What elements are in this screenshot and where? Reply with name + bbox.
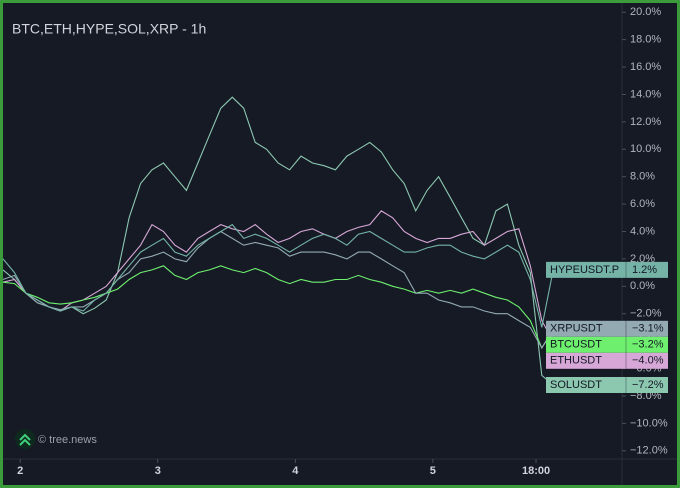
y-tick-label: 2.0% [630,253,655,265]
series-name: ETHUSDT [550,355,602,367]
y-tick-label: 10.0% [630,143,661,155]
end-label-box [546,352,668,369]
end-label-box [546,336,668,353]
series-name: SOLUSDT [550,379,602,391]
series-line [2,265,554,350]
end-label-box [546,261,668,278]
series-name: HYPEUSDT.P [550,264,619,276]
y-tick-label: 16.0% [630,61,661,73]
y-tick-label: 0.0% [630,280,655,292]
x-tick-label: 4 [292,465,299,477]
end-value-label: −3.1% [632,323,664,335]
y-tick-label: −12.0% [630,445,668,457]
logo [15,429,35,449]
y-tick-label: −10.0% [630,417,668,429]
chart-title: BTC,ETH,HYPE,SOL,XRP - 1h [12,21,206,37]
end-value-label: −7.2% [632,379,664,391]
series-name: BTCUSDT [550,339,602,351]
y-tick-label: 6.0% [630,198,655,210]
y-tick-label: 14.0% [630,88,661,100]
y-tick-label: −2.0% [630,308,662,320]
x-tick-label: 5 [430,465,436,477]
series-line [2,223,554,328]
y-tick-label: 12.0% [630,116,661,128]
series-line [2,96,554,386]
y-tick-label: 4.0% [630,225,655,237]
end-value-label: −3.2% [632,339,664,351]
y-tick-label: 18.0% [630,34,661,46]
background [3,3,677,485]
x-tick-label: 18:00 [522,465,550,477]
end-label-box [546,376,668,393]
watermark: © tree.news [38,434,97,446]
y-tick-label: 8.0% [630,171,655,183]
x-tick-label: 2 [17,465,23,477]
end-label-box [546,320,668,337]
series-name: XRPUSDT [550,323,603,335]
end-value-label: 1.2% [632,264,657,276]
y-tick-label: 20.0% [630,6,661,18]
x-tick-label: 3 [155,465,161,477]
series-line [2,210,554,342]
end-value-label: −4.0% [632,355,664,367]
